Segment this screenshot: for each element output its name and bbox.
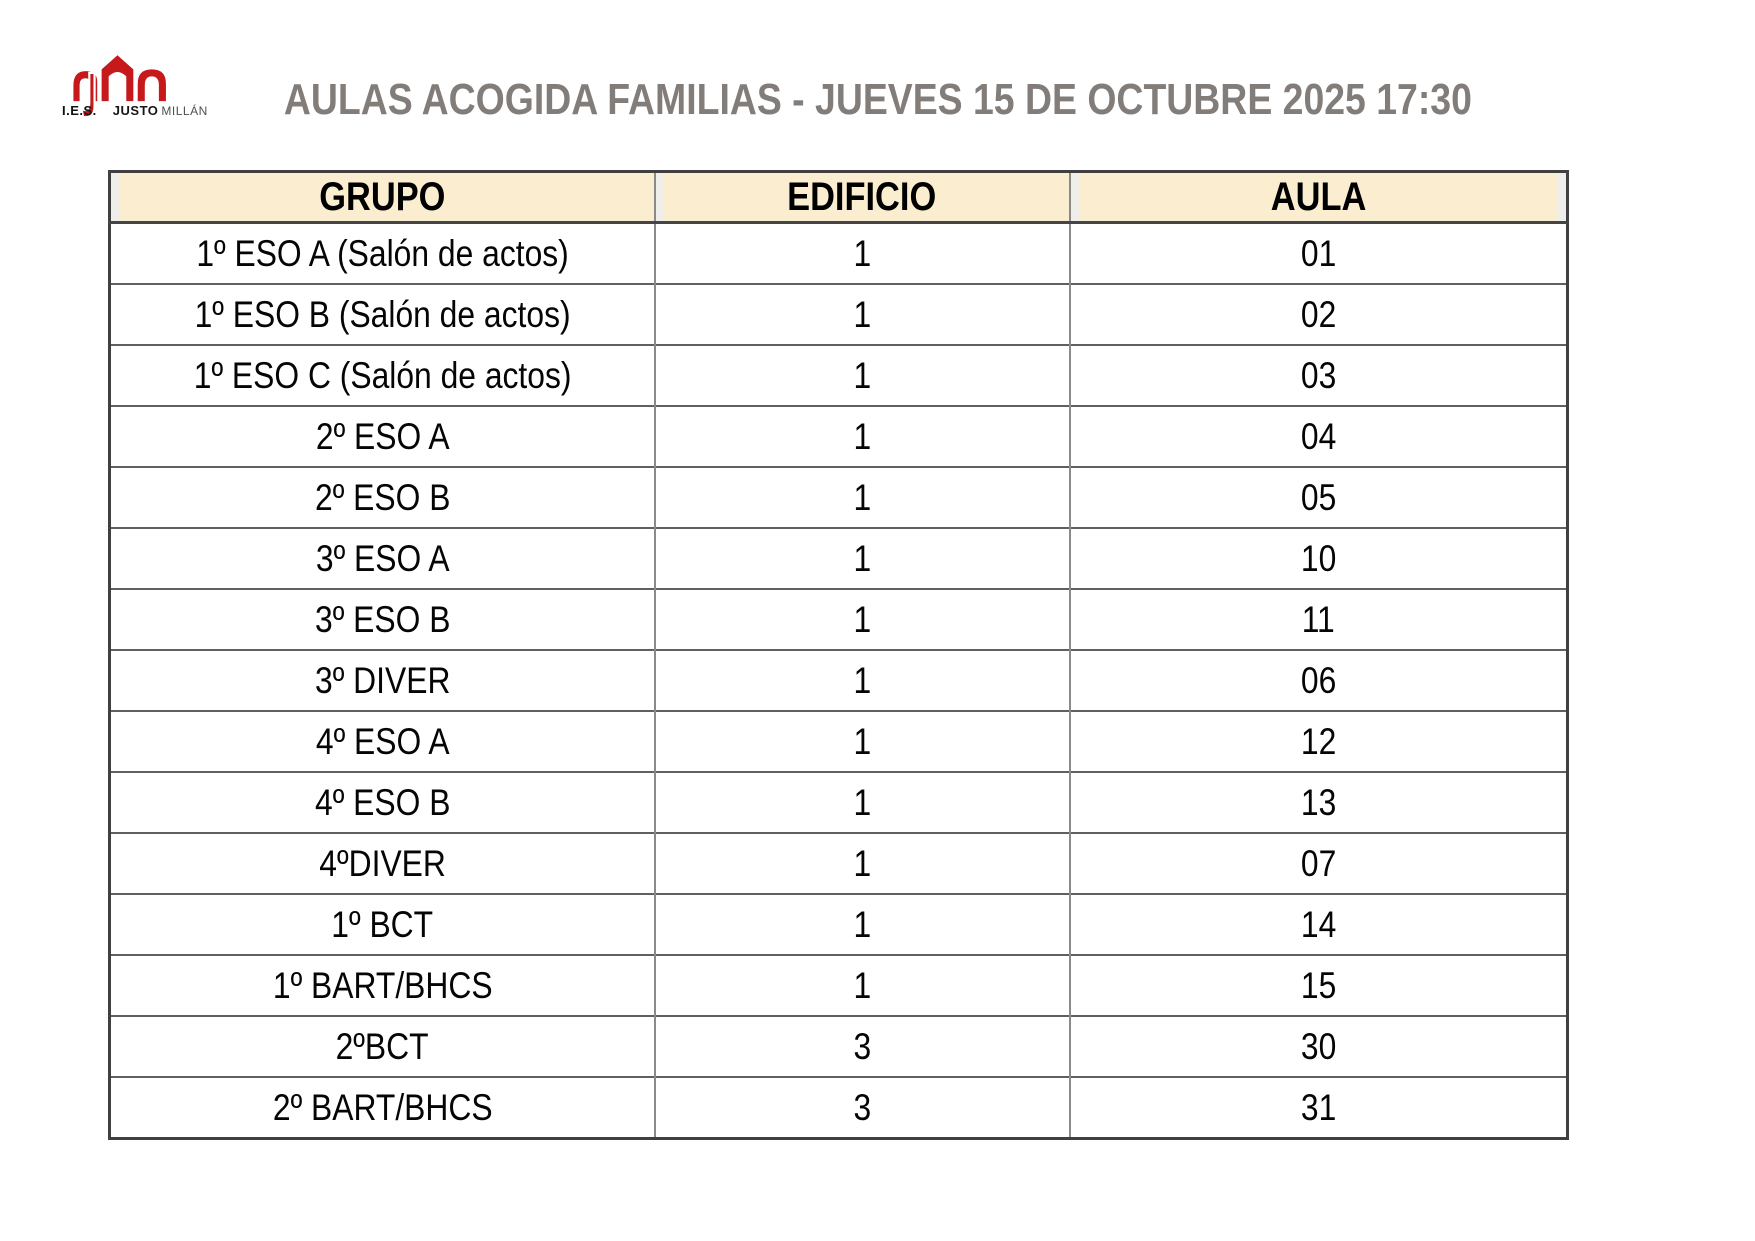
aula-cell: 31 bbox=[1068, 1076, 1568, 1139]
table-body: 1º ESO A (Salón de actos) 1 01 1º ESO B (Sa… bbox=[109, 221, 1568, 1139]
edificio-cell: 1 bbox=[653, 588, 1070, 650]
grupo-cell: 1º ESO B (Salón de actos) bbox=[109, 283, 655, 345]
grupo-cell: 2º BART/BHCS bbox=[109, 1076, 655, 1139]
aula-cell: 15 bbox=[1068, 954, 1568, 1016]
table-header-row: GRUPO EDIFICIO AULA bbox=[109, 171, 1568, 224]
edificio-cell: 1 bbox=[653, 466, 1070, 528]
edificio-cell: 3 bbox=[653, 1015, 1070, 1077]
logo-justo-text: JUSTO bbox=[112, 103, 159, 118]
table-row: 2ºBCT 3 30 bbox=[109, 1015, 1568, 1077]
school-logo-icon bbox=[73, 55, 166, 119]
logo-ies-text: I.E.S. bbox=[62, 103, 97, 118]
table-row: 3º DIVER 1 06 bbox=[109, 649, 1568, 711]
aulas-table-container: GRUPO EDIFICIO AULA 1º ESO A (Salón de a… bbox=[108, 170, 1569, 1140]
grupo-cell: 4ºDIVER bbox=[109, 832, 655, 894]
table-row: 2º ESO B 1 05 bbox=[109, 466, 1568, 528]
school-logo: I.E.S. JUSTO MILLÁN bbox=[58, 46, 208, 138]
edificio-cell: 1 bbox=[653, 771, 1070, 833]
table-row: 3º ESO A 1 10 bbox=[109, 527, 1568, 589]
grupo-cell: 1º BART/BHCS bbox=[109, 954, 655, 1016]
aula-cell: 12 bbox=[1068, 710, 1568, 772]
edificio-cell: 1 bbox=[653, 710, 1070, 772]
aula-cell: 02 bbox=[1068, 283, 1568, 345]
aula-cell: 03 bbox=[1068, 344, 1568, 406]
grupo-cell: 2º ESO A bbox=[109, 405, 655, 467]
aula-cell: 04 bbox=[1068, 405, 1568, 467]
edificio-cell: 1 bbox=[653, 221, 1070, 284]
edificio-cell: 1 bbox=[653, 405, 1070, 467]
column-header-grupo: GRUPO bbox=[109, 171, 655, 224]
grupo-cell: 4º ESO A bbox=[109, 710, 655, 772]
edificio-cell: 3 bbox=[653, 1076, 1070, 1139]
edificio-cell: 1 bbox=[653, 832, 1070, 894]
table-row: 2º ESO A 1 04 bbox=[109, 405, 1568, 467]
table-row: 4ºDIVER 1 07 bbox=[109, 832, 1568, 894]
edificio-cell: 1 bbox=[653, 893, 1070, 955]
table-row: 1º BART/BHCS 1 15 bbox=[109, 954, 1568, 1016]
table-row: 4º ESO A 1 12 bbox=[109, 710, 1568, 772]
edificio-cell: 1 bbox=[653, 527, 1070, 589]
aula-cell: 30 bbox=[1068, 1015, 1568, 1077]
column-header-aula: AULA bbox=[1068, 171, 1568, 224]
aula-cell: 06 bbox=[1068, 649, 1568, 711]
aula-cell: 14 bbox=[1068, 893, 1568, 955]
table-row: 1º ESO C (Salón de actos) 1 03 bbox=[109, 344, 1568, 406]
grupo-cell: 2ºBCT bbox=[109, 1015, 655, 1077]
school-logo-caption: I.E.S. JUSTO MILLÁN bbox=[62, 103, 222, 119]
grupo-cell: 3º ESO B bbox=[109, 588, 655, 650]
logo-millan-text: MILLÁN bbox=[161, 104, 208, 118]
table-row: 1º BCT 1 14 bbox=[109, 893, 1568, 955]
aula-cell: 10 bbox=[1068, 527, 1568, 589]
table-row: 1º ESO B (Salón de actos) 1 02 bbox=[109, 283, 1568, 345]
edificio-cell: 1 bbox=[653, 344, 1070, 406]
aula-cell: 01 bbox=[1068, 221, 1568, 284]
aulas-table: GRUPO EDIFICIO AULA 1º ESO A (Salón de a… bbox=[108, 170, 1569, 1140]
table-row: 1º ESO A (Salón de actos) 1 01 bbox=[109, 221, 1568, 284]
grupo-cell: 1º ESO A (Salón de actos) bbox=[109, 221, 655, 284]
aula-cell: 11 bbox=[1068, 588, 1568, 650]
table-row: 2º BART/BHCS 3 31 bbox=[109, 1076, 1568, 1139]
grupo-cell: 3º DIVER bbox=[109, 649, 655, 711]
grupo-cell: 1º BCT bbox=[109, 893, 655, 955]
column-header-edificio: EDIFICIO bbox=[653, 171, 1070, 224]
edificio-cell: 1 bbox=[653, 649, 1070, 711]
aula-cell: 05 bbox=[1068, 466, 1568, 528]
page-title: AULAS ACOGIDA FAMILIAS - JUEVES 15 DE OC… bbox=[283, 75, 1472, 124]
grupo-cell: 1º ESO C (Salón de actos) bbox=[109, 344, 655, 406]
table-row: 4º ESO B 1 13 bbox=[109, 771, 1568, 833]
aula-cell: 13 bbox=[1068, 771, 1568, 833]
grupo-cell: 3º ESO A bbox=[109, 527, 655, 589]
table-row: 3º ESO B 1 11 bbox=[109, 588, 1568, 650]
grupo-cell: 2º ESO B bbox=[109, 466, 655, 528]
edificio-cell: 1 bbox=[653, 954, 1070, 1016]
edificio-cell: 1 bbox=[653, 283, 1070, 345]
aula-cell: 07 bbox=[1068, 832, 1568, 894]
grupo-cell: 4º ESO B bbox=[109, 771, 655, 833]
